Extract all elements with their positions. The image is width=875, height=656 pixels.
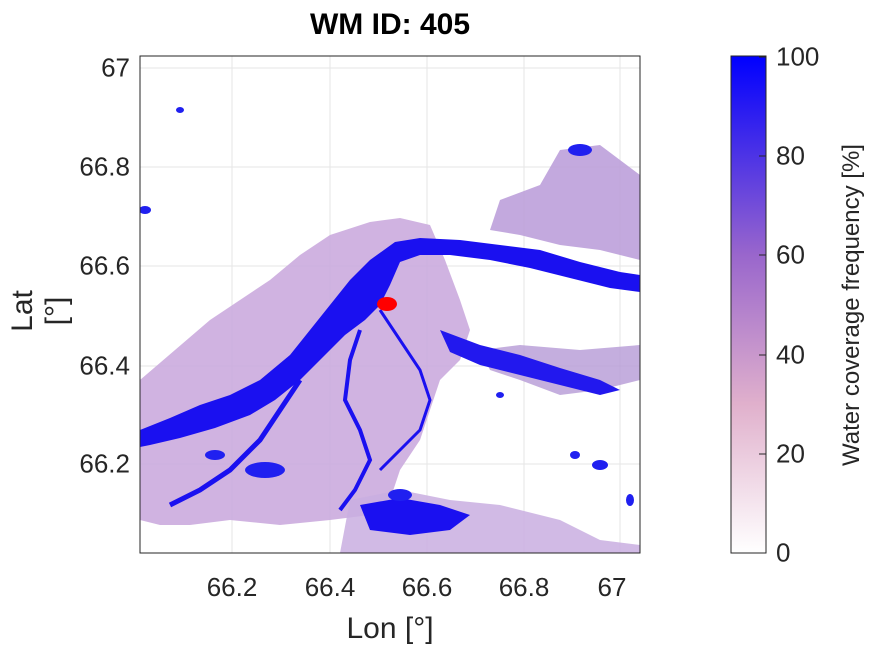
main-channel — [140, 238, 640, 447]
colorbar-tick-label: 60 — [776, 239, 805, 270]
colorbar-tick-label: 100 — [776, 41, 820, 72]
colorbar-label: Water coverage frequency [%] — [838, 144, 865, 466]
y-tick-label: 66.4 — [79, 350, 130, 381]
gauge-marker — [377, 297, 397, 311]
y-tick-label: 66.8 — [79, 151, 130, 182]
y-tick-label: 66.6 — [79, 250, 130, 281]
x-axis-label: Lon [°] — [346, 612, 434, 645]
colorbar-tick-label: 40 — [776, 339, 805, 370]
branch-channel-2 — [338, 329, 373, 512]
x-tick-label: 67 — [597, 572, 627, 602]
floodplain-east — [490, 145, 640, 260]
x-tick-label: 66.6 — [401, 572, 453, 602]
y-axis-label: Lat [°] — [6, 290, 73, 332]
colorbar-tick-label: 80 — [776, 140, 805, 171]
y-tick-label: 66.2 — [79, 448, 130, 479]
chart-title: WM ID: 405 — [309, 8, 471, 41]
lakes — [140, 107, 634, 506]
branch-channel-1 — [168, 378, 303, 508]
x-tick-label: 66.2 — [206, 572, 258, 602]
colorbar — [730, 55, 767, 554]
branch-channel-3 — [378, 309, 432, 472]
y-tick-label: 67 — [101, 52, 130, 83]
colorbar-ticks — [759, 56, 766, 455]
x-tick-label: 66.8 — [498, 572, 550, 602]
south-lake — [360, 498, 470, 535]
southeast-channel — [440, 330, 620, 395]
colorbar-tick-label: 20 — [776, 438, 805, 469]
x-tick-label: 66.4 — [304, 572, 356, 602]
axes-frame — [139, 55, 641, 554]
water-coverage-map — [140, 107, 640, 553]
colorbar-tick-label: 0 — [776, 537, 791, 568]
